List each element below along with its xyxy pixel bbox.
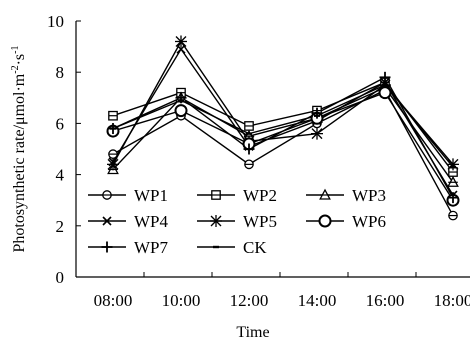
legend-marker-wp4 (102, 216, 112, 226)
legend-item-wp5: WP5 (197, 212, 277, 231)
data-point-wp2 (244, 121, 254, 131)
series-line-wp5 (112, 40, 454, 165)
legend-label: WP4 (134, 212, 169, 231)
data-point-wp5 (175, 35, 187, 48)
legend-item-wp4: WP4 (88, 212, 169, 231)
data-point-wp1 (448, 210, 458, 221)
data-point-wp6 (378, 86, 392, 100)
legend-marker-wp5 (210, 215, 222, 227)
legend-marker-wp2 (211, 190, 221, 200)
x-axis-label: Time (236, 324, 269, 339)
data-point-wp1 (244, 159, 254, 170)
legend-marker-wp3 (319, 188, 331, 200)
y-axis-ticks: 0 2 4 6 8 10 (47, 12, 81, 287)
x-tick-label: 14:00 (298, 291, 337, 310)
x-axis-ticks: 08:00 10:00 12:00 14:00 16:00 18:00 (75, 272, 470, 310)
legend-item-ck: CK (197, 238, 267, 257)
x-tick-label: 12:00 (230, 291, 269, 310)
y-tick-label: 6 (56, 114, 65, 133)
y-tick-label: 8 (56, 63, 65, 82)
legend-label: WP2 (243, 186, 277, 205)
data-point-wp3 (447, 175, 459, 187)
series-line-wp4 (112, 47, 454, 196)
y-tick-label: 2 (56, 217, 65, 236)
plot-area (75, 21, 470, 278)
y-tick-label: 4 (56, 166, 65, 185)
x-tick-label: 16:00 (366, 291, 405, 310)
legend-marker-wp7 (101, 241, 113, 253)
data-point-wp4 (176, 44, 186, 54)
data-point-wp7 (447, 192, 459, 204)
y-axis-label-main: Photosynthetic rate/μmol·m (11, 73, 28, 252)
legend-label: WP7 (134, 238, 169, 257)
y-axis-label-sup1: -2 (10, 65, 21, 73)
y-tick-label: 0 (56, 268, 65, 287)
legend-label: WP5 (243, 212, 277, 231)
x-tick-label: 08:00 (94, 291, 133, 310)
legend-label: CK (243, 238, 267, 257)
data-point-wp7 (379, 71, 391, 83)
legend-marker-wp1 (102, 190, 112, 200)
series-line-ck (112, 84, 454, 168)
legend-item-wp2: WP2 (197, 186, 277, 205)
data-point-wp6 (174, 104, 188, 118)
legend-item-wp7: WP7 (88, 238, 169, 257)
series-markers (106, 35, 460, 221)
y-axis-label: Photosynthetic rate/μmol·m-2·s-1 (10, 45, 28, 252)
x-tick-label: 10:00 (162, 291, 201, 310)
legend-item-wp6: WP6 (306, 212, 386, 231)
x-tick-label: 18:00 (434, 291, 470, 310)
data-point-wp2 (108, 110, 118, 121)
data-point-wp7 (243, 143, 255, 155)
series-line-wp7 (112, 76, 454, 198)
legend-item-wp3: WP3 (306, 186, 386, 205)
legend-marker-wp6 (318, 214, 332, 228)
data-point-wp5 (311, 127, 323, 140)
data-point-wp5 (447, 158, 459, 171)
legend-item-wp1: WP1 (88, 186, 168, 205)
legend-label: WP1 (134, 186, 168, 205)
data-point-wp5 (107, 158, 119, 171)
legend-label: WP3 (352, 186, 386, 205)
series-line-wp3 (112, 86, 454, 183)
series-lines (112, 40, 454, 216)
y-axis-label-sup2: -1 (10, 45, 21, 53)
legend: WP1 WP2 WP3 WP4 WP5 WP6 WP7 CK (88, 186, 386, 257)
data-point-wp1 (108, 149, 118, 159)
y-axis-label-mid: ·s (11, 54, 28, 66)
legend-label: WP6 (352, 212, 386, 231)
y-tick-label: 10 (47, 12, 64, 31)
